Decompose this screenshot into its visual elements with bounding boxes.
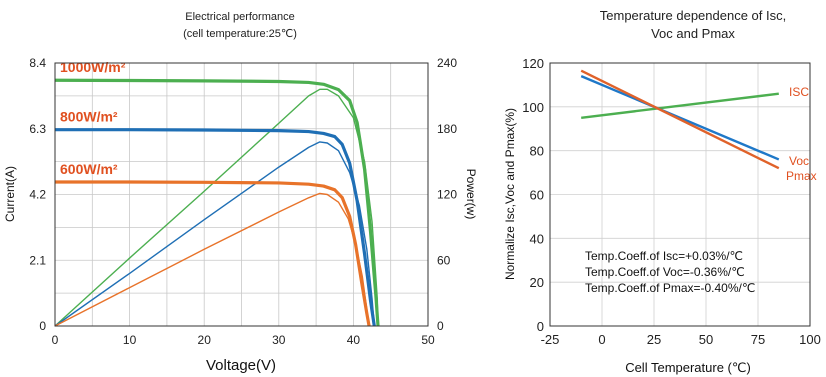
left-chart-title: Electrical performance bbox=[185, 11, 294, 23]
left-x-tick-label: 30 bbox=[272, 333, 286, 347]
right-chart-annotations: Temp.Coeff.of Isc=+0.03%/℃ Temp.Coeff.of … bbox=[585, 249, 755, 295]
right-y-tick-label: 20 bbox=[530, 275, 544, 290]
temp-coefficient-note: Temp.Coeff.of Isc=+0.03%/℃ bbox=[585, 249, 743, 263]
right-y-tick-label: 40 bbox=[530, 231, 544, 246]
right-chart-title-line2: Voc and Pmax bbox=[651, 26, 735, 41]
right-x-tick-label: 25 bbox=[647, 332, 661, 347]
left-chart: Electrical performance (cell temperature… bbox=[3, 11, 478, 374]
right-x-tick-label: 50 bbox=[699, 332, 713, 347]
irradiance-label: 1000W/m² bbox=[60, 59, 126, 75]
right-chart-xlabel: Cell Temperature (℃) bbox=[625, 360, 751, 375]
left-chart-xlabel: Voltage(V) bbox=[206, 357, 276, 374]
left-x-tick-label: 10 bbox=[123, 333, 137, 347]
left-y2-tick-label: 240 bbox=[437, 56, 457, 70]
left-chart-subtitle: (cell temperature:25℃) bbox=[183, 28, 297, 40]
left-x-tick-label: 0 bbox=[52, 333, 59, 347]
irradiance-label: 800W/m² bbox=[60, 109, 118, 125]
left-x-tick-label: 50 bbox=[421, 333, 435, 347]
right-y-tick-label: 0 bbox=[537, 319, 544, 334]
power-curve bbox=[54, 88, 379, 327]
right-chart-title-line1: Temperature dependence of Isc, bbox=[600, 8, 786, 23]
temperature-line-pmax bbox=[580, 69, 780, 170]
left-y2-tick-label: 60 bbox=[437, 253, 451, 267]
left-y-tick-label: 4.2 bbox=[29, 188, 46, 202]
right-chart-plot-frame bbox=[549, 62, 811, 327]
right-y-tick-label: 100 bbox=[522, 100, 544, 115]
left-chart-ylabel: Current(A) bbox=[3, 166, 17, 222]
legend-label: Voc bbox=[789, 154, 809, 168]
right-chart: Temperature dependence of Isc, Voc and P… bbox=[503, 8, 821, 375]
right-x-tick-label: 75 bbox=[751, 332, 765, 347]
right-chart-ylabel: Normalize Isc,Voc and Pmax(%) bbox=[503, 108, 517, 280]
legend-label: ISC bbox=[789, 85, 809, 99]
right-x-tick-label: -25 bbox=[541, 332, 560, 347]
left-chart-plot-frame bbox=[54, 62, 429, 327]
temp-coefficient-note: Temp.Coeff.of Voc=-0.36%/℃ bbox=[585, 265, 745, 279]
power-curve bbox=[54, 192, 370, 327]
left-y2-tick-label: 0 bbox=[437, 319, 444, 333]
right-y-tick-label: 60 bbox=[530, 188, 544, 203]
right-x-tick-label: 0 bbox=[598, 332, 605, 347]
left-chart-series bbox=[54, 78, 380, 327]
left-y-tick-label: 0 bbox=[39, 319, 46, 333]
right-y-tick-label: 80 bbox=[530, 144, 544, 159]
left-chart-series-labels: 1000W/m² 800W/m² 600W/m² bbox=[60, 59, 126, 177]
left-y-tick-label: 2.1 bbox=[29, 253, 46, 267]
current-curve bbox=[54, 78, 380, 327]
left-chart-ylabel-right: Power(w) bbox=[464, 169, 478, 220]
left-x-tick-label: 40 bbox=[347, 333, 361, 347]
temp-coefficient-note: Temp.Coeff.of Pmax=-0.40%/℃ bbox=[585, 281, 755, 295]
legend-label: Pmax bbox=[786, 169, 817, 183]
left-y2-tick-label: 120 bbox=[437, 188, 457, 202]
left-y-tick-label: 8.4 bbox=[29, 56, 46, 70]
left-y2-tick-label: 180 bbox=[437, 122, 457, 136]
temperature-line-isc bbox=[581, 92, 779, 119]
left-x-tick-label: 20 bbox=[198, 333, 212, 347]
left-y-tick-label: 6.3 bbox=[29, 122, 46, 136]
temperature-line-voc bbox=[580, 75, 780, 161]
right-y-tick-label: 120 bbox=[522, 56, 544, 71]
current-curve bbox=[55, 128, 376, 327]
right-chart-series bbox=[580, 69, 780, 170]
current-curve bbox=[55, 180, 371, 327]
power-curve bbox=[54, 141, 375, 327]
right-x-tick-label: 100 bbox=[799, 332, 821, 347]
irradiance-label: 600W/m² bbox=[60, 161, 118, 177]
